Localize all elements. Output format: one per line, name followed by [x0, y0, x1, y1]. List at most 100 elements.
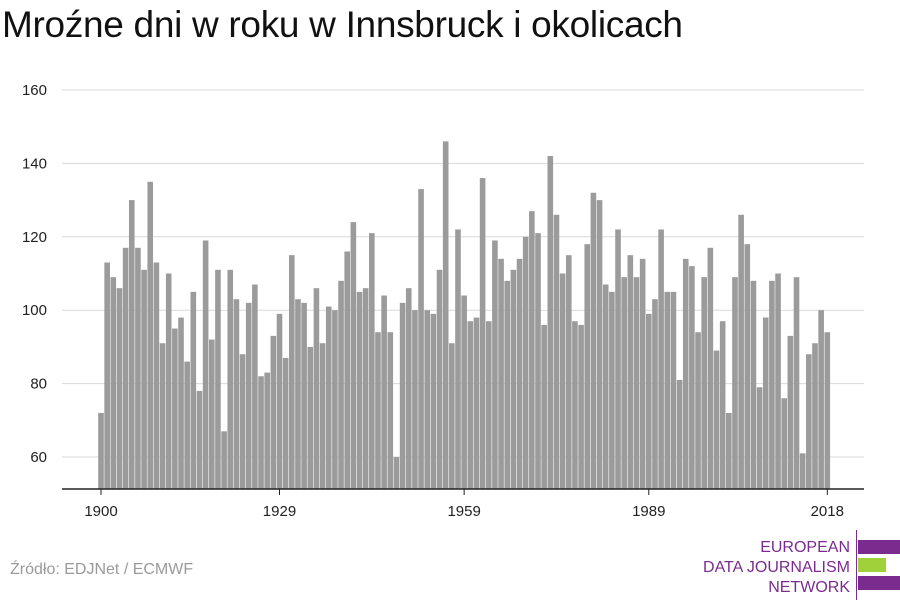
bar-1932: [295, 299, 301, 489]
bar-1906: [135, 247, 141, 489]
edjnet-logo: EUROPEAN DATA JOURNALISM NETWORK: [703, 530, 900, 600]
bar-2003: [732, 277, 738, 489]
bar-1937: [325, 306, 332, 489]
y-tick-label: 160: [22, 82, 47, 99]
x-tick-label: 2018: [811, 503, 844, 520]
bar-1965: [498, 258, 504, 489]
bar-1920: [221, 431, 227, 489]
bar-1928: [270, 335, 277, 489]
bar-1947: [387, 332, 394, 489]
bar-1972: [541, 324, 547, 489]
bar-1924: [245, 302, 252, 489]
bar-1993: [670, 291, 677, 489]
bar-2011: [781, 398, 788, 489]
y-tick-label: 80: [30, 376, 47, 393]
bar-1921: [227, 269, 234, 489]
bar-2001: [719, 321, 726, 489]
bar-1970: [529, 211, 535, 490]
bar-1952: [418, 189, 424, 489]
bar-2018: [824, 332, 831, 489]
bar-1936: [319, 343, 326, 489]
bar-1989: [646, 313, 652, 489]
bar-1933: [301, 302, 307, 489]
bar-1966: [504, 280, 511, 489]
bar-1915: [190, 291, 197, 489]
bar-1926: [258, 376, 264, 489]
bar-2012: [787, 335, 794, 489]
bar-1960: [467, 321, 474, 489]
bar-1905: [128, 200, 135, 489]
bar-1939: [338, 280, 344, 489]
bar-1904: [122, 247, 129, 489]
bar-1908: [147, 181, 154, 489]
bar-1967: [510, 269, 517, 489]
bar-1923: [239, 354, 246, 489]
bar-1930: [282, 357, 289, 489]
bar-1949: [399, 302, 406, 489]
bar-1976: [565, 255, 572, 489]
logo-bar-green: [858, 558, 886, 572]
bar-1954: [430, 313, 437, 489]
bar-1907: [141, 269, 147, 489]
bar-1987: [633, 277, 640, 489]
bar-2008: [762, 317, 769, 489]
bar-2002: [726, 412, 732, 489]
bar-1900: [98, 412, 104, 489]
bar-1969: [522, 236, 529, 489]
bar-1948: [393, 457, 400, 489]
bar-1946: [381, 295, 387, 489]
y-tick-label: 60: [30, 449, 47, 466]
bar-1980: [590, 192, 597, 489]
bar-1995: [682, 258, 689, 489]
bar-1968: [516, 258, 523, 489]
bar-chart: 60 80 100 120 140 160 1900 1929 1959 1989 2018: [22, 82, 864, 520]
y-tick-label: 140: [22, 155, 47, 172]
bar-1945: [375, 332, 381, 489]
bar-1958: [455, 229, 461, 489]
y-tick-label: 100: [22, 302, 47, 319]
bar-1977: [572, 321, 578, 489]
bar-1994: [676, 379, 683, 489]
bar-1998: [701, 277, 707, 489]
bar-1988: [639, 258, 646, 489]
bar-2000: [713, 350, 720, 489]
bar-1959: [461, 295, 467, 489]
bar-1979: [584, 244, 591, 489]
bar-1973: [547, 156, 554, 489]
x-tick-label: 1900: [84, 503, 117, 520]
chart-title: Mroźne dni w roku w Innsbruck i okolicac…: [2, 4, 683, 45]
bar-1935: [313, 288, 320, 489]
bar-1925: [252, 284, 258, 489]
bar-1991: [658, 229, 664, 489]
bar-1934: [307, 346, 314, 489]
source-note: Źródło: EDJNet / ECMWF: [10, 561, 194, 578]
y-axis-ticks: 60 80 100 120 140 160: [22, 82, 47, 466]
bars: [98, 141, 831, 490]
bar-2016: [812, 343, 818, 489]
bar-1961: [473, 317, 480, 489]
bar-2005: [744, 244, 751, 489]
bar-1913: [178, 317, 184, 489]
bar-2015: [806, 354, 812, 489]
bar-1996: [689, 266, 695, 489]
bar-1943: [362, 288, 369, 489]
bar-1962: [479, 178, 486, 489]
bar-2006: [750, 280, 757, 489]
bar-1978: [578, 324, 584, 489]
bar-1964: [492, 240, 498, 489]
bar-2017: [818, 310, 824, 489]
bar-1914: [184, 361, 190, 489]
bar-1916: [196, 390, 203, 489]
bar-1957: [449, 343, 455, 489]
x-axis-ticks: 1900 1929 1959 1989 2018: [84, 489, 844, 520]
bar-1990: [652, 299, 658, 489]
bar-1912: [172, 328, 178, 489]
bar-1944: [369, 233, 375, 489]
bar-1953: [424, 310, 431, 489]
bar-1974: [553, 214, 560, 489]
bar-1999: [707, 247, 714, 489]
bar-1927: [264, 372, 270, 489]
bar-1985: [621, 277, 627, 489]
bar-1983: [609, 291, 615, 489]
logo-text-network: NETWORK: [768, 579, 850, 596]
